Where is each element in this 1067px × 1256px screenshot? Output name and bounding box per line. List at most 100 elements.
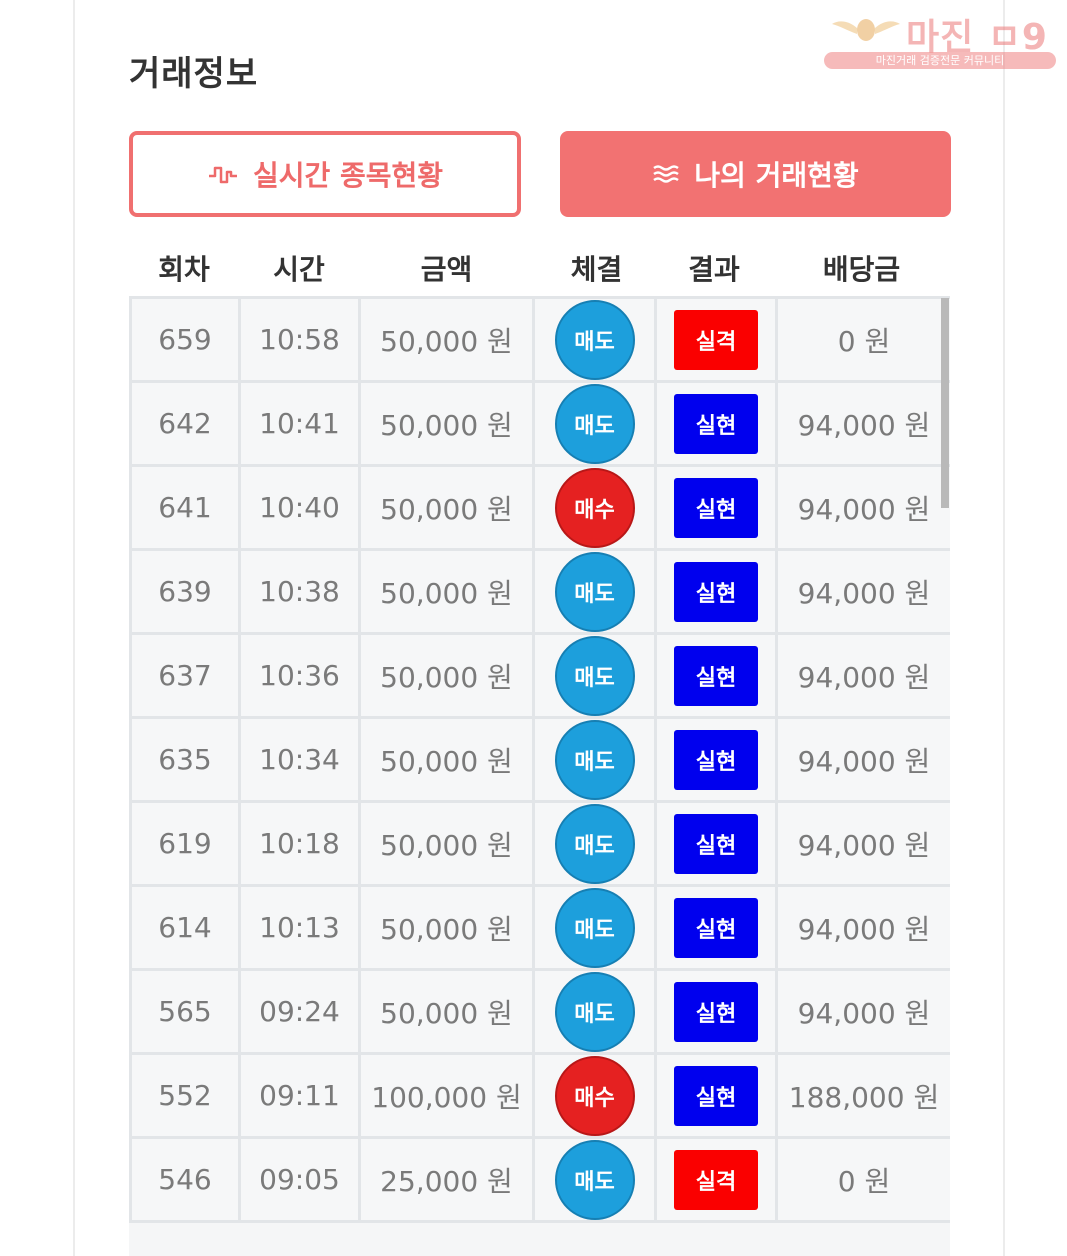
cell-round: 614 [129, 884, 241, 971]
cell-execution: 매도 [532, 884, 657, 971]
table-row: 637 10:36 50,000 원 매도 실현 94,000 원 [129, 632, 950, 719]
cell-time: 09:05 [238, 1136, 361, 1223]
cell-round: 552 [129, 1052, 241, 1139]
sell-badge: 매도 [554, 383, 635, 464]
cell-time: 10:13 [238, 884, 361, 971]
sell-badge: 매도 [554, 299, 635, 380]
cell-round: 635 [129, 716, 241, 803]
cell-round: 659 [129, 296, 241, 383]
cell-execution: 매도 [532, 968, 657, 1055]
cell-amount: 50,000 원 [358, 968, 535, 1055]
cell-execution: 매도 [532, 1136, 657, 1223]
table-row: 635 10:34 50,000 원 매도 실현 94,000 원 [129, 716, 950, 803]
result-win-badge: 실현 [674, 729, 758, 790]
cell-amount: 50,000 원 [358, 800, 535, 887]
header-time: 시간 [273, 253, 325, 286]
cell-amount: 50,000 원 [358, 632, 535, 719]
cell-time: 10:34 [238, 716, 361, 803]
cell-execution: 매도 [532, 548, 657, 635]
cell-result: 실격 [654, 296, 778, 383]
cell-time: 10:41 [238, 380, 361, 467]
cell-execution: 매수 [532, 464, 657, 551]
cell-payout: 94,000 원 [775, 716, 950, 803]
cell-result: 실현 [654, 884, 778, 971]
cell-amount: 50,000 원 [358, 884, 535, 971]
result-win-badge: 실현 [674, 477, 758, 538]
header-result: 결과 [688, 253, 740, 286]
table-row: 565 09:24 50,000 원 매도 실현 94,000 원 [129, 968, 950, 1055]
result-fail-badge: 실격 [674, 309, 758, 370]
frame-divider-left [73, 0, 75, 1256]
result-fail-badge: 실격 [674, 1149, 758, 1210]
cell-time: 10:36 [238, 632, 361, 719]
cell-time: 09:11 [238, 1052, 361, 1139]
watermark-brand: 마진 ㅁ9 [906, 17, 1048, 58]
buy-badge: 매수 [554, 1055, 635, 1136]
table-header: 회차 시간 금액 체결 결과 배당금 [129, 248, 949, 292]
cell-payout: 94,000 원 [775, 632, 950, 719]
header-amount: 금액 [420, 253, 473, 286]
cell-result: 실현 [654, 1052, 778, 1139]
cell-round: 619 [129, 800, 241, 887]
cell-result: 실현 [654, 800, 778, 887]
my-trade-status-button[interactable]: 나의 거래현황 [560, 131, 951, 217]
result-win-badge: 실현 [674, 981, 758, 1042]
header-payout: 배당금 [822, 253, 901, 286]
realtime-status-button[interactable]: 실시간 종목현황 [129, 131, 521, 217]
table-row: 642 10:41 50,000 원 매도 실현 94,000 원 [129, 380, 950, 467]
pulse-icon [207, 162, 239, 186]
header-round: 회차 [158, 253, 210, 286]
cell-payout: 0 원 [775, 1136, 950, 1223]
header-execution: 체결 [570, 253, 623, 286]
waves-icon [652, 163, 680, 185]
cell-time: 10:18 [238, 800, 361, 887]
cell-payout: 0 원 [775, 296, 950, 383]
cell-execution: 매도 [532, 296, 657, 383]
cell-round: 637 [129, 632, 241, 719]
wings-emblem-icon [832, 19, 900, 41]
watermark-tagline: 마진거래 검증전문 커뮤니티 [824, 52, 1056, 69]
table-row: 552 09:11 100,000 원 매수 실현 188,000 원 [129, 1052, 950, 1139]
scrollbar-thumb[interactable] [941, 298, 949, 508]
cell-payout: 94,000 원 [775, 800, 950, 887]
sell-badge: 매도 [554, 551, 635, 632]
cell-amount: 50,000 원 [358, 548, 535, 635]
cell-payout: 94,000 원 [775, 380, 950, 467]
cell-execution: 매도 [532, 800, 657, 887]
cell-amount: 25,000 원 [358, 1136, 535, 1223]
watermark-logo: 마진 ㅁ9 마진거래 검증전문 커뮤니티 [824, 8, 1056, 69]
cell-payout: 188,000 원 [775, 1052, 950, 1139]
cell-result: 실격 [654, 1136, 778, 1223]
result-win-badge: 실현 [674, 897, 758, 958]
cell-time: 09:24 [238, 968, 361, 1055]
cell-time: 10:40 [238, 464, 361, 551]
cell-result: 실현 [654, 548, 778, 635]
cell-execution: 매도 [532, 632, 657, 719]
my-trade-status-label: 나의 거래현황 [694, 159, 859, 192]
cell-result: 실현 [654, 464, 778, 551]
cell-round: 565 [129, 968, 241, 1055]
sell-badge: 매도 [554, 803, 635, 884]
result-win-badge: 실현 [674, 1065, 758, 1126]
cell-result: 실현 [654, 968, 778, 1055]
cell-execution: 매도 [532, 716, 657, 803]
sell-badge: 매도 [554, 719, 635, 800]
cell-result: 실현 [654, 716, 778, 803]
realtime-status-label: 실시간 종목현황 [252, 159, 444, 192]
cell-round: 641 [129, 464, 241, 551]
sell-badge: 매도 [554, 1139, 635, 1220]
cell-round: 639 [129, 548, 241, 635]
sell-badge: 매도 [554, 635, 635, 716]
result-win-badge: 실현 [674, 645, 758, 706]
table-row: 659 10:58 50,000 원 매도 실격 0 원 [129, 296, 950, 383]
page-title: 거래정보 [129, 54, 259, 94]
cell-payout: 94,000 원 [775, 968, 950, 1055]
cell-amount: 50,000 원 [358, 716, 535, 803]
table-row: 619 10:18 50,000 원 매도 실현 94,000 원 [129, 800, 950, 887]
table-row: 639 10:38 50,000 원 매도 실현 94,000 원 [129, 548, 950, 635]
cell-payout: 94,000 원 [775, 884, 950, 971]
cell-round: 546 [129, 1136, 241, 1223]
